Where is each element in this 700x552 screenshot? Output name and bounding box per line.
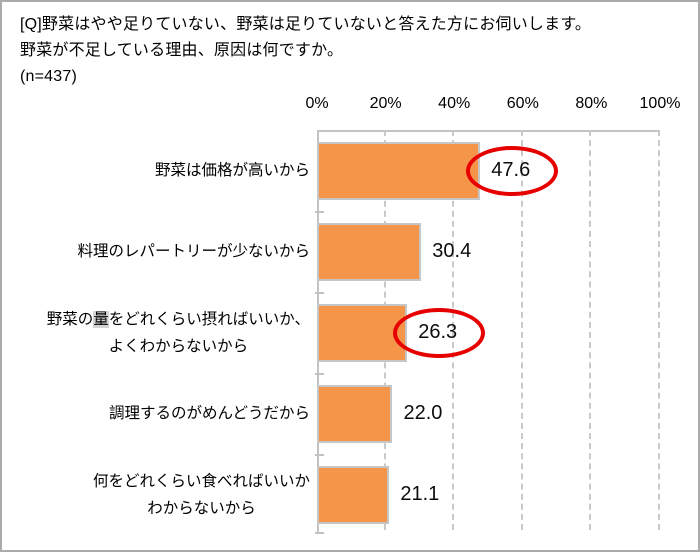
y-axis-tick bbox=[315, 454, 324, 456]
y-axis-tick bbox=[315, 373, 324, 375]
sample-size: (n=437) bbox=[20, 68, 77, 85]
value-label: 30.4 bbox=[432, 240, 472, 262]
category-label: 調理するのがめんどうだから bbox=[18, 373, 310, 454]
category-label-text: 調理するのがめんどうだから bbox=[108, 405, 310, 422]
value-label: 21.1 bbox=[400, 483, 440, 505]
x-tick-label: 40% bbox=[438, 95, 471, 112]
bar bbox=[317, 222, 422, 281]
x-tick-label: 100% bbox=[639, 95, 681, 112]
x-axis-line bbox=[317, 130, 660, 132]
category-label-text: 野菜の量をどれくらい摂ればいいか、 よくわからないから bbox=[46, 310, 310, 355]
question-title: [Q]野菜はやや足りていない、野菜は足りていないと答えた方にお伺いします。 野菜… bbox=[20, 12, 591, 90]
gridline bbox=[589, 130, 592, 530]
plot-area: 47.6 30.4 26.3 22.0 21.1 bbox=[315, 130, 660, 535]
y-axis-tick bbox=[315, 292, 324, 294]
category-label: 料理のレパートリーが少ないから bbox=[18, 211, 310, 292]
bar bbox=[317, 141, 481, 200]
category-label: 野菜の量をどれくらい摂ればいいか、 よくわからないから bbox=[18, 292, 310, 373]
highlight-ellipse bbox=[393, 307, 486, 358]
question-line-1: [Q]野菜はやや足りていない、野菜は足りていないと答えた方にお伺いします。 bbox=[20, 16, 592, 33]
gridline bbox=[658, 130, 660, 530]
gridline bbox=[520, 130, 523, 530]
category-label-text: 料理のレパートリーが少ないから bbox=[77, 243, 310, 260]
highlight-ellipse bbox=[466, 145, 559, 196]
y-axis-bottom-tick bbox=[315, 532, 324, 534]
value-label: 22.0 bbox=[403, 402, 443, 424]
category-label-text: 何をどれくらい食べればいいか わからないから bbox=[92, 472, 310, 517]
bar bbox=[317, 465, 390, 524]
bar bbox=[317, 303, 408, 362]
y-axis-tick bbox=[315, 211, 324, 213]
bar bbox=[317, 384, 393, 443]
x-tick-label: 20% bbox=[369, 95, 402, 112]
question-line-2: 野菜が不足している理由、原因は何ですか。 bbox=[20, 42, 344, 59]
x-tick-label: 0% bbox=[305, 95, 329, 112]
x-tick-label: 60% bbox=[506, 95, 539, 112]
category-label-text: 野菜は価格が高いから bbox=[154, 162, 310, 179]
x-tick-label: 80% bbox=[575, 95, 608, 112]
category-label: 野菜は価格が高いから bbox=[18, 130, 310, 211]
category-label: 何をどれくらい食べればいいか わからないから bbox=[18, 454, 310, 535]
